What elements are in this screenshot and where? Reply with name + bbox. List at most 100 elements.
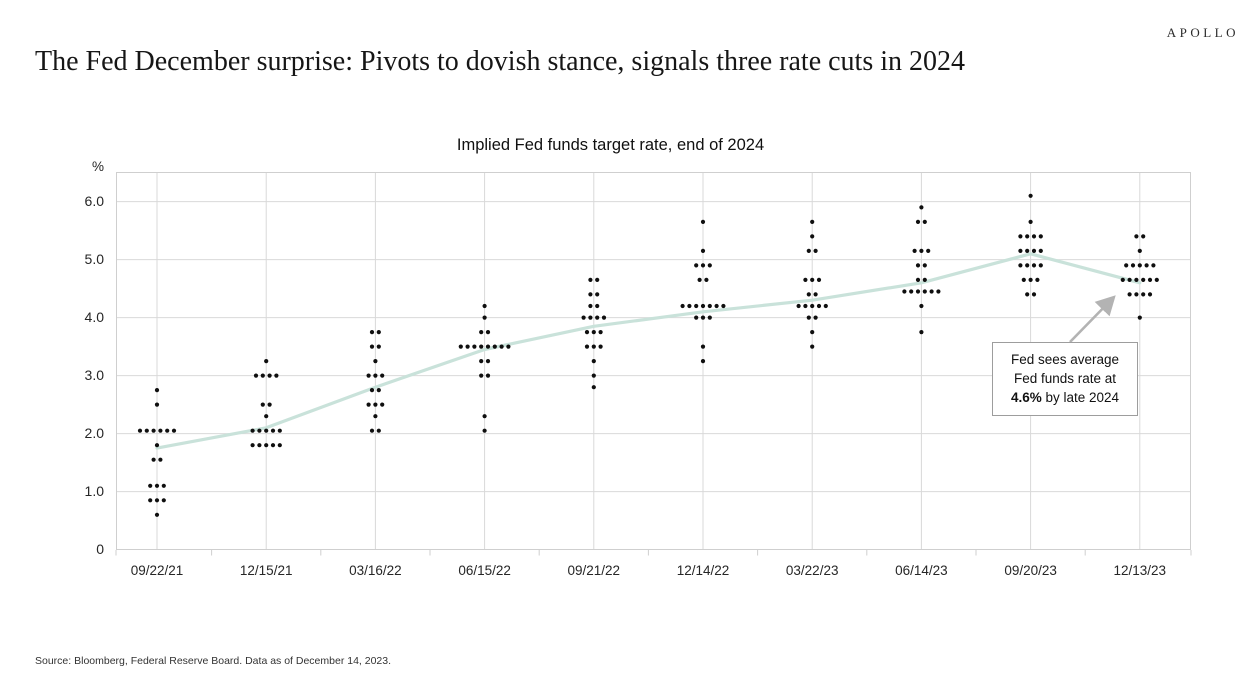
projection-dot: [700, 303, 706, 309]
projection-dot: [482, 303, 487, 309]
projection-dot: [926, 248, 931, 253]
projection-dot: [1031, 292, 1037, 297]
projection-dot: [485, 359, 491, 364]
projection-dot: [1025, 234, 1030, 239]
projection-dot: [704, 277, 709, 282]
projection-dot: [707, 263, 712, 268]
projection-dot: [165, 428, 170, 433]
projection-dot: [806, 248, 811, 253]
projection-dot: [257, 443, 262, 448]
projection-dot: [721, 303, 726, 309]
projection-dot: [810, 219, 815, 224]
x-axis-label: 12/14/22: [676, 563, 730, 578]
projection-dot: [373, 402, 378, 407]
projection-dot: [154, 402, 160, 407]
projection-dot: [922, 263, 927, 268]
projection-dot: [823, 303, 828, 309]
dot-column: [458, 303, 511, 433]
projection-dot: [499, 344, 504, 349]
projection-dot: [479, 344, 484, 349]
projection-dot: [277, 443, 282, 448]
projection-dot: [584, 330, 590, 335]
projection-dot: [936, 289, 941, 294]
projection-dot: [158, 428, 163, 433]
projection-dot: [922, 219, 927, 224]
annotation-rate-value: 4.6%: [1010, 390, 1042, 405]
projection-dot: [482, 315, 487, 320]
projection-dot: [154, 512, 160, 517]
projection-dot: [479, 359, 484, 364]
y-tick-label: 5.0: [84, 250, 104, 267]
projection-dot: [591, 373, 596, 378]
projection-dot: [1130, 263, 1136, 268]
projection-dot: [1120, 277, 1125, 282]
projection-dot: [707, 315, 712, 320]
dot-plot-chart: [115, 172, 1192, 556]
projection-dot: [260, 402, 265, 407]
annotation-suffix: by late 2024: [1041, 390, 1120, 405]
dot-column: [902, 205, 941, 335]
projection-dot: [264, 443, 269, 448]
projection-dot: [369, 388, 375, 393]
projection-dot: [267, 373, 272, 378]
projection-dot: [714, 303, 719, 309]
projection-dot: [700, 359, 706, 364]
projection-dot: [376, 428, 381, 433]
projection-dot: [915, 263, 921, 268]
projection-dot: [1018, 234, 1023, 239]
projection-dot: [161, 483, 166, 488]
x-axis-label: 03/16/22: [349, 563, 402, 578]
projection-dot: [803, 277, 808, 282]
projection-dot: [154, 443, 160, 448]
projection-dot: [264, 359, 269, 364]
projection-dot: [1134, 292, 1139, 297]
projection-dot: [151, 428, 156, 433]
projection-dot: [1038, 263, 1043, 268]
y-tick-label: 3.0: [84, 366, 104, 383]
projection-dot: [1141, 292, 1146, 297]
projection-dot: [148, 498, 153, 503]
annotation-arrow: [1069, 295, 1116, 343]
projection-dot: [591, 330, 596, 335]
projection-dot: [707, 303, 712, 309]
projection-dot: [274, 373, 279, 378]
projection-dot: [915, 219, 921, 224]
projection-dot: [810, 330, 815, 335]
projection-dot: [803, 303, 808, 309]
projection-dot: [376, 330, 381, 335]
projection-dot: [1127, 277, 1132, 282]
projection-dot: [694, 303, 699, 309]
projection-dot: [588, 303, 593, 309]
projection-dot: [1147, 292, 1153, 297]
x-axis-label: 09/21/22: [567, 563, 621, 578]
projection-dot: [700, 263, 706, 268]
projection-dot: [154, 498, 160, 503]
projection-dot: [373, 359, 378, 364]
projection-dot: [1025, 248, 1030, 253]
source-note: Source: Bloomberg, Federal Reserve Board…: [35, 655, 392, 667]
projection-dot: [1031, 263, 1037, 268]
projection-dot: [806, 315, 811, 320]
projection-dot: [1147, 277, 1153, 282]
projection-dot: [144, 428, 149, 433]
projection-dot: [472, 344, 477, 349]
projection-dot: [595, 315, 600, 320]
projection-dot: [485, 373, 491, 378]
projection-dot: [581, 315, 586, 320]
y-tick-label: 4.0: [84, 308, 104, 325]
projection-dot: [1127, 292, 1132, 297]
projection-dot: [250, 443, 255, 448]
x-axis-label: 09/20/23: [1004, 563, 1057, 578]
dot-column: [250, 359, 282, 448]
dot-column: [581, 277, 607, 390]
projection-dot: [158, 457, 163, 462]
projection-dot: [588, 292, 593, 297]
page-title: The Fed December surprise: Pivots to dov…: [35, 46, 966, 77]
projection-dot: [366, 402, 371, 407]
y-tick-label: 2.0: [84, 424, 104, 441]
projection-dot: [482, 428, 487, 433]
projection-dot: [912, 248, 917, 253]
projection-dot: [591, 359, 596, 364]
annotation-line-1: Fed sees average: [1010, 352, 1120, 367]
